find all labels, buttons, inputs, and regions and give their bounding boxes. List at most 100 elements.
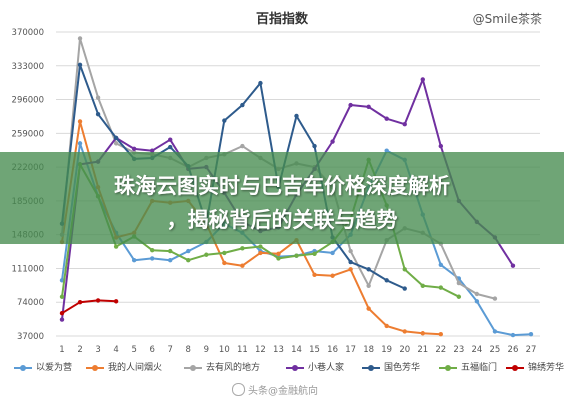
data-point — [77, 141, 83, 146]
x-tick-label: 14 — [291, 345, 302, 355]
data-point — [168, 137, 173, 142]
chart-title: 百指指数 — [255, 12, 308, 27]
data-point — [438, 331, 444, 337]
data-point — [294, 113, 299, 119]
data-point — [95, 111, 101, 117]
data-point — [168, 258, 173, 263]
data-point — [258, 80, 263, 86]
data-point — [294, 253, 299, 258]
data-point — [240, 246, 245, 251]
series-line — [61, 63, 406, 290]
data-point — [456, 294, 462, 299]
watermark-icon — [232, 383, 245, 396]
x-tick-label: 21 — [417, 345, 428, 355]
y-tick-label: 259000 — [12, 129, 44, 139]
x-tick-label: 23 — [453, 345, 464, 355]
data-point — [222, 250, 227, 256]
data-point — [420, 283, 425, 288]
data-point — [330, 273, 335, 278]
data-point — [510, 332, 516, 338]
data-point — [402, 286, 407, 291]
data-point — [59, 310, 65, 316]
x-tick-label: 24 — [471, 345, 482, 355]
legend-label: 国色芳华 — [384, 363, 421, 373]
x-tick-label: 5 — [131, 345, 136, 355]
legend-marker — [292, 365, 298, 371]
data-point — [168, 144, 173, 150]
y-tick-label: 333000 — [12, 62, 44, 72]
data-point — [366, 104, 371, 110]
legend-label: 去有风的地方 — [206, 363, 261, 373]
headline-banner: 珠海云图实时与巴吉车价格深度解析 ，揭秘背后的关联与趋势 — [0, 152, 564, 244]
legend-marker — [92, 365, 98, 371]
data-point — [420, 77, 425, 82]
data-point — [149, 148, 155, 153]
data-point — [186, 248, 191, 254]
x-tick-label: 3 — [95, 345, 100, 355]
data-point — [420, 331, 425, 336]
data-point — [95, 298, 101, 303]
data-point — [113, 299, 119, 304]
x-tick-label: 15 — [309, 345, 320, 355]
x-tick-label: 2 — [77, 345, 82, 355]
data-point — [186, 258, 191, 263]
legend-marker — [445, 365, 451, 371]
x-tick-label: 4 — [113, 345, 118, 355]
data-point — [438, 285, 444, 290]
legend-label: 小巷人家 — [308, 363, 345, 373]
data-point — [384, 116, 389, 121]
data-point — [330, 250, 335, 256]
data-point — [348, 259, 353, 265]
data-point — [384, 278, 389, 283]
data-point — [77, 62, 83, 68]
legend-marker — [368, 365, 374, 371]
x-tick-label: 19 — [381, 345, 392, 355]
series-line — [61, 299, 117, 315]
x-tick-label: 25 — [490, 345, 501, 355]
data-point — [474, 291, 480, 297]
x-tick-label: 6 — [149, 345, 154, 355]
x-tick-label: 9 — [204, 345, 209, 355]
data-point — [276, 251, 281, 257]
data-point — [149, 247, 155, 253]
watermark-text: 头条@金融航向 — [248, 386, 318, 397]
data-point — [384, 148, 389, 153]
x-tick-label: 17 — [345, 345, 356, 355]
data-point — [222, 118, 227, 123]
data-point — [149, 256, 155, 261]
data-point — [366, 306, 371, 311]
data-point — [366, 267, 371, 272]
watermark: 头条@金融航向 — [232, 382, 318, 397]
data-point — [348, 248, 353, 254]
data-point — [204, 252, 209, 257]
x-tick-label: 18 — [363, 345, 374, 355]
data-point — [77, 119, 83, 124]
data-point — [438, 262, 444, 267]
data-point — [402, 122, 407, 127]
data-point — [113, 135, 119, 141]
x-tick-label: 22 — [435, 345, 446, 355]
data-point — [492, 296, 498, 301]
x-tick-label: 10 — [219, 345, 230, 355]
legend-label: 锦绣芳华 — [528, 363, 564, 373]
data-point — [240, 102, 245, 108]
data-point — [456, 280, 462, 286]
data-point — [312, 251, 317, 257]
data-point — [348, 267, 353, 272]
data-point — [384, 323, 389, 329]
y-tick-label: 74000 — [17, 298, 44, 308]
data-point — [95, 95, 101, 100]
data-point — [474, 299, 480, 304]
y-tick-label: 37000 — [17, 332, 44, 342]
data-point — [492, 329, 498, 334]
data-point — [312, 143, 317, 149]
data-point — [222, 260, 227, 266]
legend-label: 以爱为营 — [36, 363, 73, 373]
legend-marker — [512, 365, 518, 371]
data-point — [510, 263, 516, 268]
data-point — [402, 267, 407, 272]
x-tick-label: 12 — [255, 345, 266, 355]
data-point — [131, 146, 137, 152]
x-tick-label: 20 — [399, 345, 410, 355]
